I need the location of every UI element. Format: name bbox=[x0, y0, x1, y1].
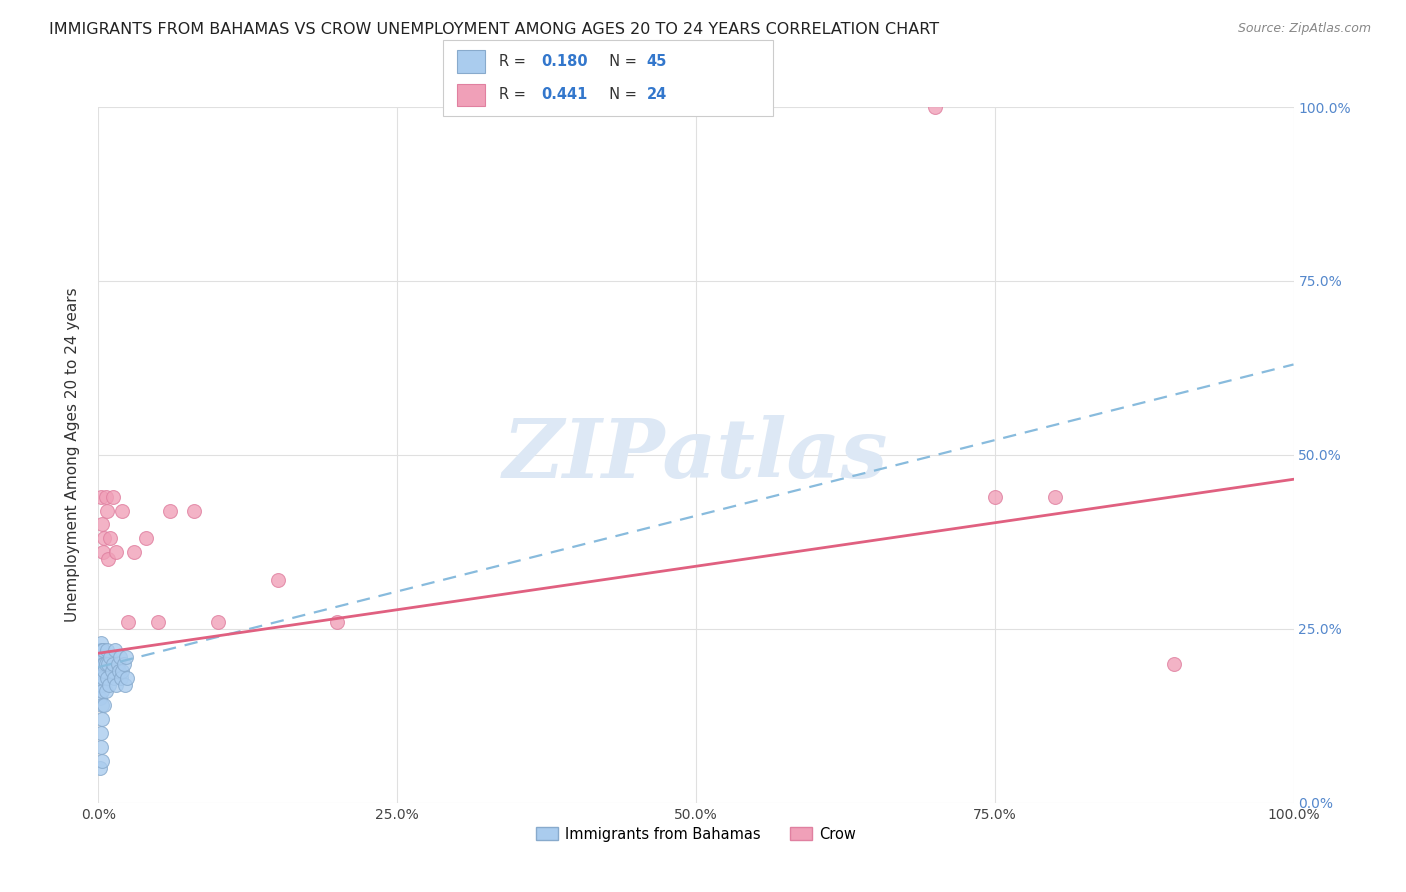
Point bbox=[100, 664, 122, 678]
Point bbox=[1163, 657, 1185, 671]
Point bbox=[94, 657, 117, 671]
Point bbox=[117, 615, 139, 629]
Point bbox=[91, 712, 114, 726]
Text: N =: N = bbox=[600, 54, 643, 69]
Point bbox=[98, 677, 121, 691]
Point bbox=[93, 698, 115, 713]
Point bbox=[103, 671, 125, 685]
Point bbox=[91, 671, 114, 685]
Point bbox=[110, 671, 132, 685]
Point bbox=[115, 649, 138, 664]
Point bbox=[135, 532, 157, 546]
Point bbox=[107, 657, 129, 671]
Point bbox=[105, 677, 128, 691]
Point bbox=[183, 503, 205, 517]
Point bbox=[91, 657, 114, 671]
Point bbox=[91, 642, 114, 657]
Point bbox=[108, 649, 131, 664]
Point bbox=[112, 657, 135, 671]
Point bbox=[94, 490, 117, 504]
Legend: Immigrants from Bahamas, Crow: Immigrants from Bahamas, Crow bbox=[530, 821, 862, 847]
Point bbox=[98, 649, 122, 664]
Text: IMMIGRANTS FROM BAHAMAS VS CROW UNEMPLOYMENT AMONG AGES 20 TO 24 YEARS CORRELATI: IMMIGRANTS FROM BAHAMAS VS CROW UNEMPLOY… bbox=[49, 22, 939, 37]
Point bbox=[101, 657, 124, 671]
Point bbox=[111, 664, 134, 678]
Point bbox=[96, 642, 118, 657]
Point bbox=[924, 100, 946, 114]
Point bbox=[91, 642, 114, 657]
Point bbox=[207, 615, 229, 629]
Point bbox=[97, 657, 120, 671]
Point bbox=[91, 754, 114, 768]
Point bbox=[91, 517, 114, 532]
Point bbox=[124, 545, 146, 559]
Point bbox=[89, 761, 111, 775]
Point bbox=[90, 726, 112, 740]
Point bbox=[91, 545, 114, 559]
Text: N =: N = bbox=[600, 87, 643, 103]
Text: Source: ZipAtlas.com: Source: ZipAtlas.com bbox=[1237, 22, 1371, 36]
Point bbox=[96, 503, 118, 517]
Point bbox=[89, 671, 111, 685]
Point bbox=[148, 615, 170, 629]
Point bbox=[91, 649, 114, 664]
Text: R =: R = bbox=[499, 54, 530, 69]
Point bbox=[98, 532, 122, 546]
Point bbox=[104, 642, 127, 657]
Text: 0.180: 0.180 bbox=[541, 54, 588, 69]
Point bbox=[93, 532, 115, 546]
Point bbox=[97, 552, 120, 566]
Point bbox=[91, 698, 114, 713]
Point bbox=[91, 684, 114, 698]
Point bbox=[93, 664, 115, 678]
Point bbox=[267, 573, 290, 587]
Point bbox=[114, 677, 136, 691]
Point bbox=[90, 740, 112, 755]
Point bbox=[96, 671, 118, 685]
Point bbox=[111, 503, 134, 517]
Y-axis label: Unemployment Among Ages 20 to 24 years: Unemployment Among Ages 20 to 24 years bbox=[65, 287, 80, 623]
Point bbox=[91, 657, 114, 671]
Point bbox=[90, 490, 112, 504]
Point bbox=[107, 664, 129, 678]
Point bbox=[90, 664, 112, 678]
Point bbox=[94, 684, 117, 698]
Text: 45: 45 bbox=[647, 54, 666, 69]
Text: R =: R = bbox=[499, 87, 530, 103]
Point bbox=[984, 490, 1007, 504]
Point bbox=[89, 657, 111, 671]
Point bbox=[89, 642, 111, 657]
Point bbox=[90, 677, 112, 691]
Text: ZIPatlas: ZIPatlas bbox=[503, 415, 889, 495]
Point bbox=[93, 657, 115, 671]
Point bbox=[326, 615, 349, 629]
Point bbox=[101, 490, 124, 504]
Point bbox=[105, 545, 128, 559]
Point bbox=[90, 649, 112, 664]
Text: 0.441: 0.441 bbox=[541, 87, 588, 103]
Point bbox=[89, 691, 111, 706]
Point bbox=[159, 503, 181, 517]
Text: 24: 24 bbox=[647, 87, 666, 103]
Point bbox=[90, 636, 112, 650]
Point bbox=[1043, 490, 1066, 504]
Point bbox=[115, 671, 138, 685]
